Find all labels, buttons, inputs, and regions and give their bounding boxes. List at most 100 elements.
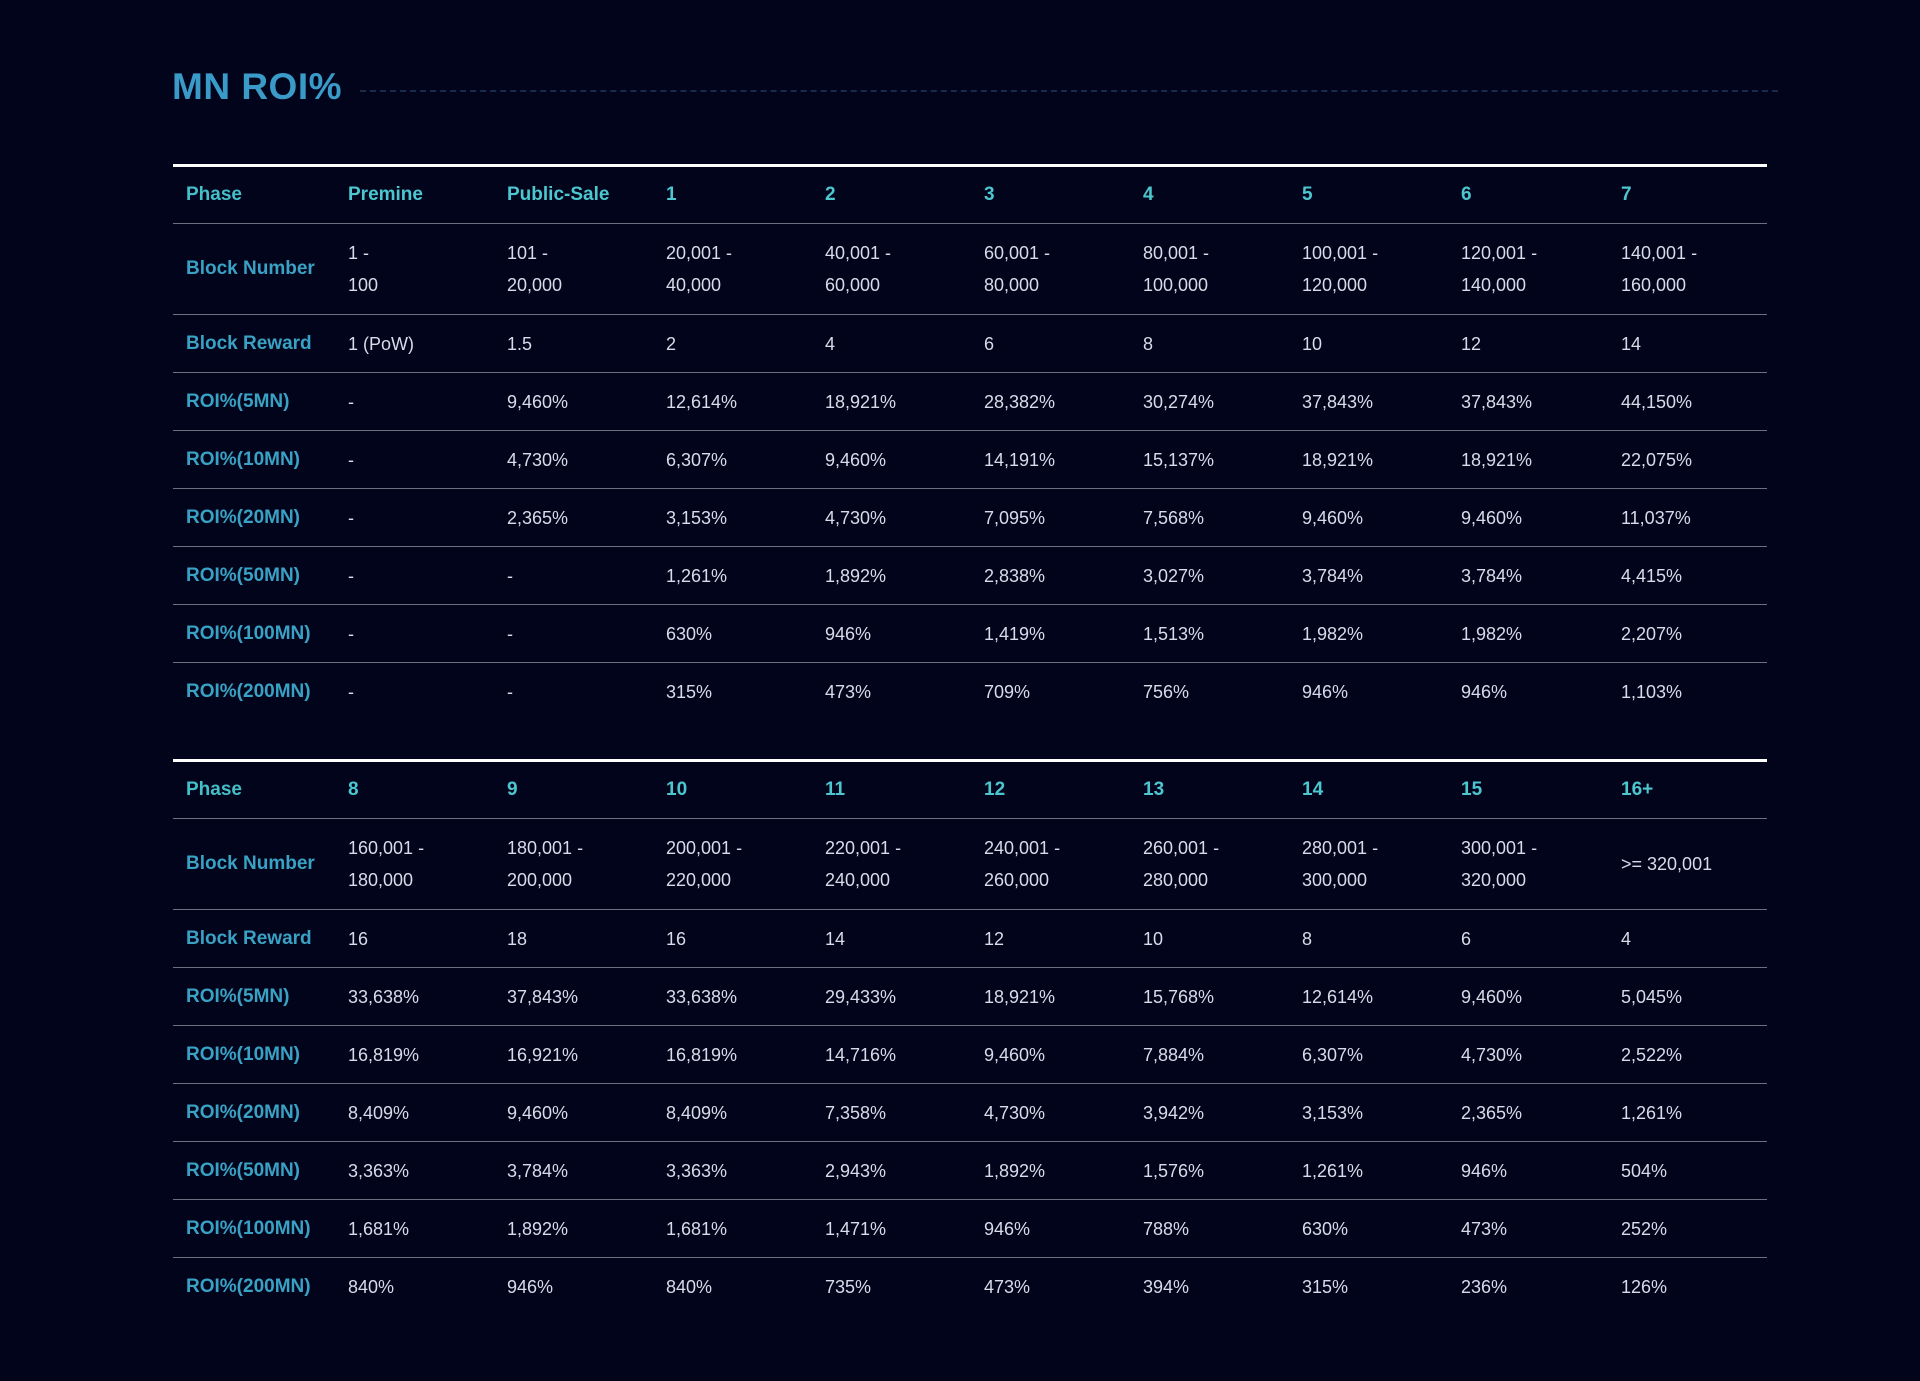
block-number-line: 160,001 - — [348, 838, 425, 858]
table-cell: 9,460% — [507, 391, 569, 412]
table-cell: 28,382% — [984, 391, 1056, 412]
table-cell: - — [507, 565, 513, 586]
block-number-line: 60,001 - — [984, 243, 1051, 263]
row-label: ROI%(50MN) — [186, 564, 301, 586]
block-number-cell: 140,001 - 160,000 — [1608, 224, 1697, 315]
table-cell: 3,784% — [1302, 565, 1364, 586]
spacer-cell — [1688, 166, 1768, 224]
table-cell: 16,819% — [666, 1044, 738, 1065]
block-number-cell: 100,001 - 120,000 — [1289, 224, 1448, 315]
table-cell: 2,365% — [507, 507, 569, 528]
block-number-line: 20,001 - — [666, 243, 733, 263]
table-cell: 756% — [1143, 681, 1190, 702]
row-label: ROI%(200MN) — [186, 1275, 311, 1297]
table-cell: - — [348, 507, 354, 528]
table-cell: 6,307% — [1302, 1044, 1364, 1065]
block-number-line: 180,000 — [348, 870, 414, 890]
table-cell: 1,471% — [825, 1218, 887, 1239]
block-number-line: 160,000 — [1621, 275, 1687, 295]
block-number-line: 80,000 — [984, 275, 1040, 295]
block-number-line: 240,001 - — [984, 838, 1061, 858]
table-cell: 33,638% — [666, 986, 738, 1007]
table-cell: 6 — [984, 333, 995, 354]
table-cell: 16,819% — [348, 1044, 420, 1065]
table-cell: 1,419% — [984, 623, 1046, 644]
block-number-line: 60,000 — [825, 275, 881, 295]
table-cell: 11,037% — [1621, 507, 1691, 528]
table-cell: 18 — [507, 928, 528, 949]
block-number-cell: 240,001 - 260,000 — [971, 819, 1130, 910]
table-cell: 7,568% — [1143, 507, 1205, 528]
table-cell: 9,460% — [825, 449, 887, 470]
spacer-cell — [1688, 1200, 1768, 1258]
table-cell: 1,576% — [1143, 1160, 1205, 1181]
block-number-line: 101 - — [507, 243, 549, 263]
table-header-row: Phase 8 9 10 11 12 13 14 15 16+ — [173, 760, 1767, 819]
row-label: ROI%(200MN) — [186, 680, 311, 702]
block-number-cell: 180,001 - 200,000 — [494, 819, 653, 910]
block-number-line: 300,000 — [1302, 870, 1368, 890]
table-cell: 504% — [1621, 1160, 1668, 1181]
block-number-line: 320,000 — [1461, 870, 1527, 890]
table-cell: 1,892% — [507, 1218, 569, 1239]
phase-header-cell: 7 — [1621, 184, 1632, 205]
table-cell: 2,365% — [1461, 1102, 1523, 1123]
table-cell: 630% — [1302, 1218, 1349, 1239]
block-number-line: 200,000 — [507, 870, 573, 890]
table-cell: 126% — [1621, 1276, 1668, 1297]
block-number-line: 220,000 — [666, 870, 732, 890]
block-number-line: 40,001 - — [825, 243, 892, 263]
spacer-cell — [1688, 1258, 1768, 1316]
block-number-cell: >= 320,001 — [1608, 819, 1712, 910]
table-cell: 14 — [1621, 333, 1642, 354]
table-cell: 18,921% — [984, 986, 1056, 1007]
crescent-icon — [154, 84, 161, 98]
table-row-block-reward: Block Reward 16 18 16 14 12 10 8 6 4 — [173, 910, 1767, 968]
block-number-cell: 220,001 - 240,000 — [812, 819, 971, 910]
table-cell: 9,460% — [1461, 507, 1523, 528]
table-cell: 735% — [825, 1276, 872, 1297]
table-cell: 840% — [348, 1276, 395, 1297]
spacer-cell — [1688, 431, 1768, 489]
table-cell: 946% — [1302, 681, 1349, 702]
block-number-line: 100,000 — [1143, 275, 1209, 295]
table-cell: 12 — [1461, 333, 1482, 354]
table-cell: - — [507, 623, 513, 644]
table-cell: 37,843% — [1461, 391, 1533, 412]
table-cell: - — [348, 391, 354, 412]
table-cell: 14,191% — [984, 449, 1056, 470]
spacer-cell — [1688, 373, 1768, 431]
table-row-roi-10mn: ROI%(10MN) 16,819% 16,921% 16,819% 14,716% 9,… — [173, 1026, 1767, 1084]
table-cell: 2,943% — [825, 1160, 887, 1181]
block-number-line: 180,001 - — [507, 838, 584, 858]
phase-header-cell: 4 — [1143, 184, 1154, 205]
table-cell: 946% — [1461, 681, 1508, 702]
table-cell: 6 — [1461, 928, 1472, 949]
table-cell: 3,153% — [666, 507, 728, 528]
table-row-roi-20mn: ROI%(20MN) 8,409% 9,460% 8,409% 7,358% 4,730%… — [173, 1084, 1767, 1142]
table-cell: 8,409% — [348, 1102, 410, 1123]
table-cell: 946% — [825, 623, 872, 644]
spacer-cell — [1688, 224, 1768, 315]
block-number-cell: 160,001 - 180,000 — [335, 819, 494, 910]
spacer-cell — [1688, 910, 1768, 968]
table-cell: 709% — [984, 681, 1031, 702]
table-cell: - — [507, 681, 513, 702]
table-cell: 1,103% — [1621, 681, 1683, 702]
roi-table-phases-8-16: Phase 8 9 10 11 12 13 14 15 16+ Block Number 160,00… — [173, 759, 1767, 1316]
table-cell: 3,153% — [1302, 1102, 1364, 1123]
table-cell: 8,409% — [666, 1102, 728, 1123]
section-header: MN ROI% — [150, 62, 1778, 112]
spacer-cell — [1688, 547, 1768, 605]
block-number-line: 260,001 - — [1143, 838, 1220, 858]
block-number-line: 40,000 — [666, 275, 722, 295]
block-number-cell: 101 - 20,000 — [494, 224, 653, 315]
table-cell: 946% — [984, 1218, 1031, 1239]
spacer-cell — [1688, 1084, 1768, 1142]
table-cell: 4,730% — [507, 449, 569, 470]
row-label: Block Reward — [186, 332, 312, 354]
block-number-line: 1 - — [348, 243, 370, 263]
table-cell: 1,681% — [666, 1218, 728, 1239]
block-number-cell: 1 - 100 — [335, 224, 494, 315]
